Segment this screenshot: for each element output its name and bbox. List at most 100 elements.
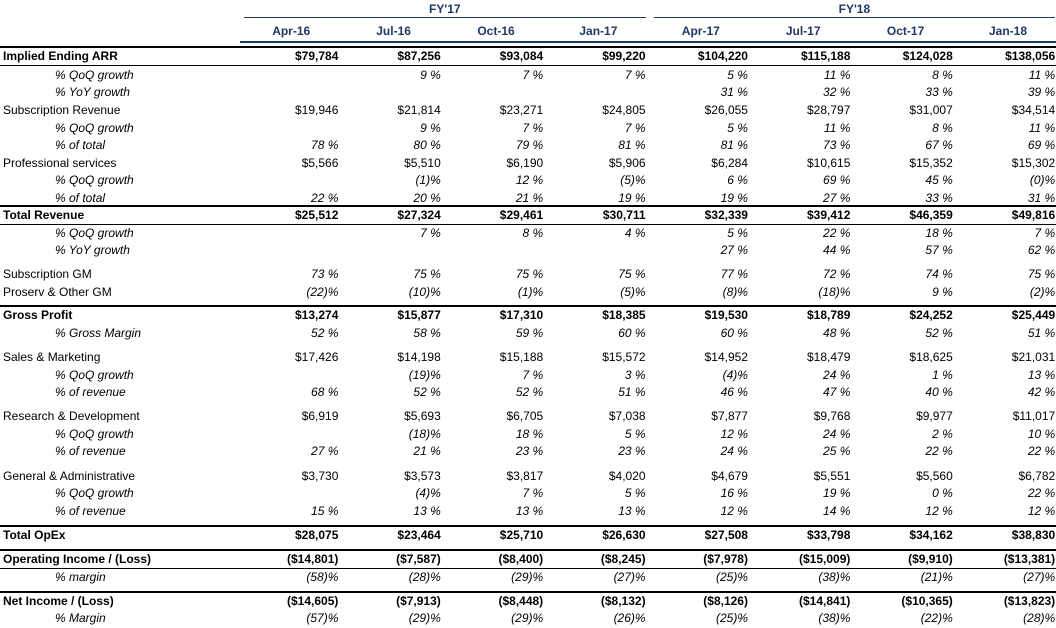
value-cell: ($7,913) <box>396 594 441 608</box>
row-label: Professional services <box>3 156 117 170</box>
value-cell: 75 % <box>515 267 544 281</box>
value-cell: 18 % <box>515 427 544 441</box>
value-cell: 22 % <box>823 226 851 240</box>
value-cell: 39 % <box>1027 85 1056 99</box>
period-header: Jan-17 <box>579 24 618 38</box>
value-cell: ($10,365) <box>901 594 953 608</box>
row-label: % YoY growth <box>55 85 130 99</box>
value-cell: 62 % <box>1027 243 1056 257</box>
value-cell: $5,560 <box>916 469 953 483</box>
value-cell: (25)% <box>715 611 748 625</box>
value-cell: (57)% <box>306 611 339 625</box>
value-cell: 51 % <box>618 385 646 399</box>
value-cell: 13 % <box>515 504 544 518</box>
row-rule <box>0 525 1056 527</box>
value-cell: ($8,132) <box>600 594 646 608</box>
value-cell: $32,339 <box>704 208 748 222</box>
value-cell: $18,385 <box>602 308 646 322</box>
value-cell: $5,551 <box>813 469 851 483</box>
value-cell: 46 % <box>720 385 748 399</box>
value-cell: (28)% <box>1023 611 1056 625</box>
value-cell: 80 % <box>413 138 441 152</box>
value-cell: $6,190 <box>506 156 544 170</box>
value-cell: ($7,978) <box>703 552 748 566</box>
row-label: % QoQ growth <box>55 486 134 500</box>
value-cell: $4,020 <box>608 469 646 483</box>
value-cell: 22 % <box>311 191 339 205</box>
row-label: % Gross Margin <box>55 326 142 340</box>
value-cell: 7 % <box>624 121 646 135</box>
value-cell: $17,426 <box>295 350 339 364</box>
row-rule <box>0 591 1056 593</box>
value-cell: $25,710 <box>499 528 544 542</box>
value-cell: 4 % <box>624 226 646 240</box>
value-cell: 0 % <box>932 486 953 500</box>
value-cell: 8 % <box>932 121 953 135</box>
value-cell: 7 % <box>420 226 441 240</box>
value-cell: 73 % <box>311 267 339 281</box>
value-cell: $5,693 <box>404 409 441 423</box>
value-cell: 6 % <box>727 173 748 187</box>
group-underline <box>653 17 1056 18</box>
value-cell: 3 % <box>624 368 646 382</box>
value-cell: (27)% <box>613 570 646 584</box>
value-cell: 1 % <box>932 368 953 382</box>
value-cell: 15 % <box>311 504 339 518</box>
row-label: % QoQ growth <box>55 226 134 240</box>
value-cell: 13 % <box>413 504 441 518</box>
value-cell: $25,512 <box>295 208 339 222</box>
row-rule <box>0 46 1056 48</box>
row-label: Net Income / (Loss) <box>3 594 114 608</box>
value-cell: $18,479 <box>807 350 851 364</box>
row-label: Total OpEx <box>3 528 66 542</box>
value-cell: 23 % <box>618 444 646 458</box>
value-cell: 5 % <box>624 486 646 500</box>
value-cell: $115,188 <box>801 49 851 63</box>
value-cell: $87,256 <box>397 49 441 63</box>
value-cell: 58 % <box>413 326 441 340</box>
value-cell: 21 % <box>515 191 544 205</box>
value-cell: $5,510 <box>404 156 441 170</box>
value-cell: $46,359 <box>909 208 953 222</box>
row-label: Subscription GM <box>3 267 92 281</box>
period-header: Jul-17 <box>785 24 821 38</box>
value-cell: $38,830 <box>1011 528 1056 542</box>
value-cell: 77 % <box>720 267 748 281</box>
value-cell: $9,768 <box>813 409 851 423</box>
value-cell: (5)% <box>620 285 646 299</box>
row-label: Operating Income / (Loss) <box>3 552 152 566</box>
value-cell: $15,352 <box>909 156 953 170</box>
value-cell: 7 % <box>522 368 544 382</box>
value-cell: $26,630 <box>602 528 646 542</box>
value-cell: 22 % <box>925 444 953 458</box>
value-cell: (8)% <box>722 285 748 299</box>
value-cell: $14,198 <box>397 350 441 364</box>
value-cell: (58)% <box>306 570 339 584</box>
value-cell: 23 % <box>515 444 544 458</box>
value-cell: 32 % <box>823 85 851 99</box>
value-cell: $7,877 <box>711 409 748 423</box>
row-label: % YoY growth <box>55 243 130 257</box>
row-label: % QoQ growth <box>55 68 134 82</box>
value-cell: 9 % <box>420 68 441 82</box>
value-cell: $6,705 <box>506 409 544 423</box>
value-cell: 40 % <box>925 385 953 399</box>
value-cell: $3,730 <box>301 469 339 483</box>
value-cell: $34,514 <box>1011 103 1056 117</box>
row-label: % of total <box>55 138 106 152</box>
value-cell: 31 % <box>1027 191 1056 205</box>
value-cell: $6,782 <box>1018 469 1056 483</box>
row-rule <box>0 568 1056 569</box>
value-cell: 60 % <box>720 326 748 340</box>
row-rule <box>0 224 1056 225</box>
value-cell: (1)% <box>517 285 544 299</box>
period-header: Apr-16 <box>272 24 311 38</box>
value-cell: 75 % <box>413 267 441 281</box>
value-cell: $25,449 <box>1011 308 1056 322</box>
value-cell: 21 % <box>413 444 441 458</box>
value-cell: ($8,448) <box>498 594 544 608</box>
value-cell: $79,784 <box>295 49 339 63</box>
value-cell: 47 % <box>823 385 851 399</box>
value-cell: 27 % <box>823 191 851 205</box>
value-cell: 44 % <box>823 243 851 257</box>
